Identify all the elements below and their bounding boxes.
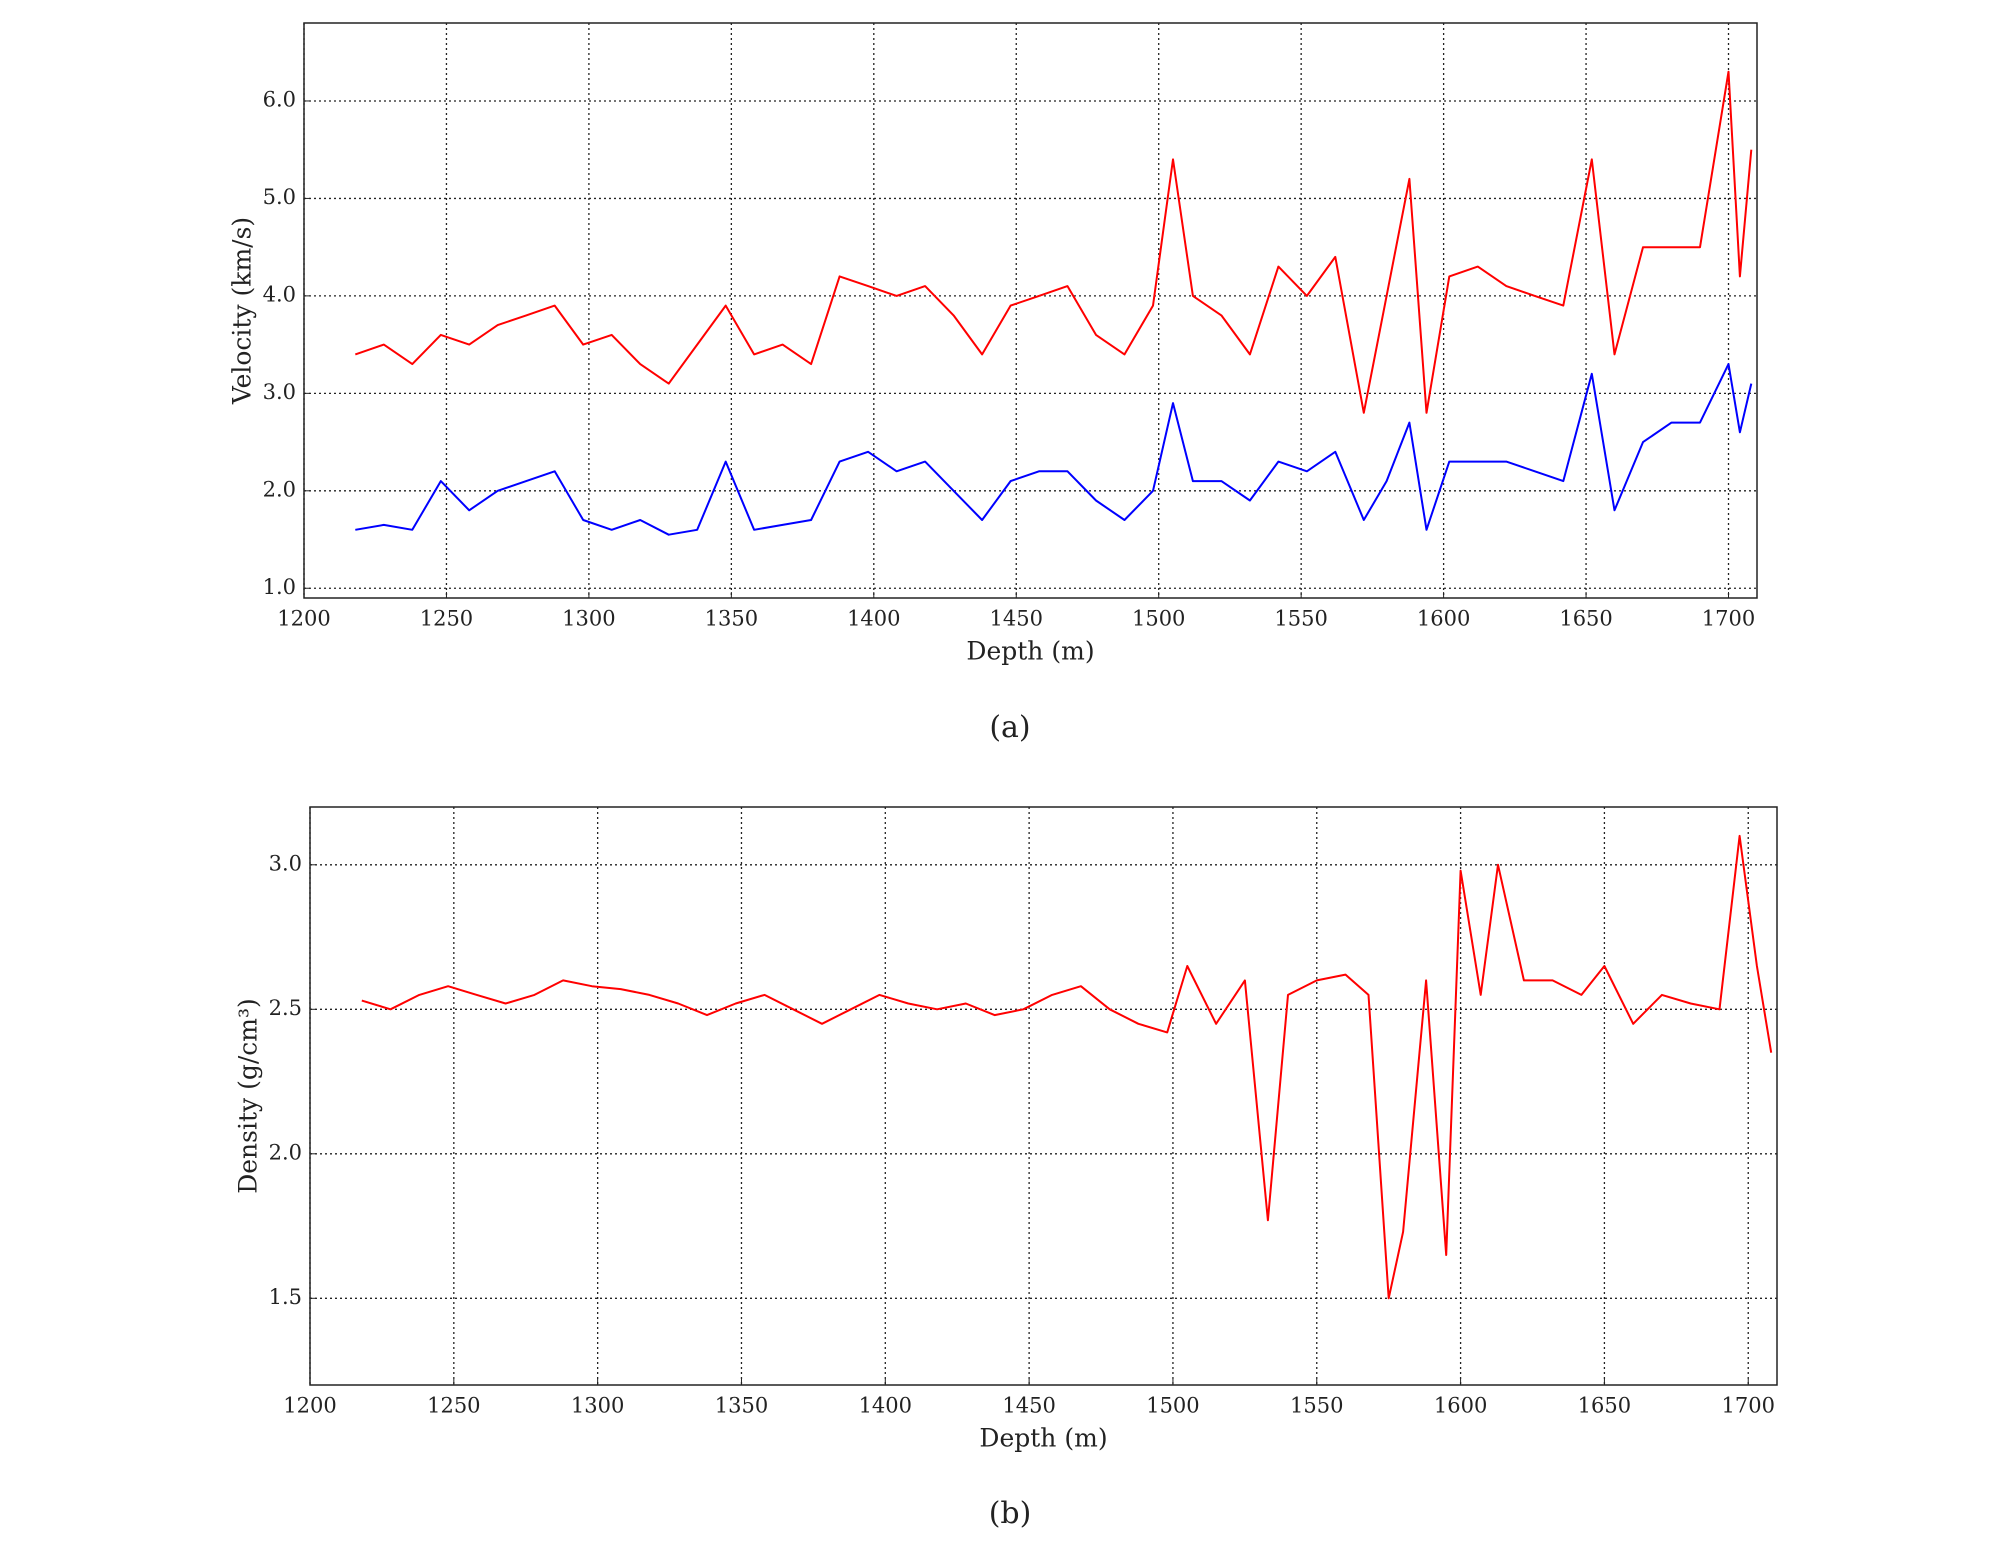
x-tick-label: 1500 bbox=[1132, 607, 1185, 631]
x-tick-label: 1600 bbox=[1434, 1394, 1487, 1418]
y-axis-label: Density (g/cm³) bbox=[234, 998, 263, 1194]
data-line bbox=[361, 834, 1773, 1300]
x-tick-label: 1500 bbox=[1146, 1394, 1199, 1418]
x-tick-label: 1200 bbox=[277, 607, 330, 631]
y-tick-label: 3.0 bbox=[269, 851, 302, 875]
data-line bbox=[355, 363, 1753, 536]
x-tick-label: 1250 bbox=[427, 1394, 480, 1418]
x-tick-label: 1250 bbox=[420, 607, 473, 631]
x-axis-label: Depth (m) bbox=[979, 1424, 1107, 1453]
y-tick-label: 3.0 bbox=[263, 380, 296, 404]
chart: 1200 1250 1300 1350 1400 1450 1500 1550 1600 1650… bbox=[234, 806, 1778, 1531]
caption: (a) bbox=[989, 710, 1030, 745]
plot-frame bbox=[309, 806, 1778, 1386]
x-axis-label: Depth (m) bbox=[966, 637, 1094, 666]
data-line bbox=[354, 70, 1753, 414]
x-tick-label: 1450 bbox=[990, 607, 1043, 631]
x-tick-label: 1400 bbox=[859, 1394, 912, 1418]
x-tick-label: 1450 bbox=[1002, 1394, 1055, 1418]
x-tick-label: 1650 bbox=[1578, 1394, 1631, 1418]
chart: 1200 1250 1300 1350 1400 1450 1500 1550 1600 1650… bbox=[228, 22, 1758, 745]
y-tick-label: 4.0 bbox=[263, 282, 296, 306]
x-tick-label: 1350 bbox=[705, 607, 758, 631]
x-tick-label: 1650 bbox=[1559, 607, 1612, 631]
y-tick-label: 5.0 bbox=[263, 185, 296, 209]
plot-frame bbox=[303, 22, 1758, 599]
y-tick-label: 6.0 bbox=[263, 87, 296, 111]
y-tick-label: 1.0 bbox=[263, 575, 296, 599]
x-tick-label: 1300 bbox=[571, 1394, 624, 1418]
y-axis-label: Velocity (km/s) bbox=[228, 217, 257, 405]
y-tick-label: 1.5 bbox=[269, 1285, 302, 1309]
x-tick-label: 1300 bbox=[562, 607, 615, 631]
y-tick-label: 2.0 bbox=[263, 477, 296, 501]
x-tick-label: 1550 bbox=[1274, 607, 1327, 631]
x-tick-label: 1600 bbox=[1417, 607, 1470, 631]
y-tick-label: 2.0 bbox=[269, 1140, 302, 1164]
y-tick-label: 2.5 bbox=[269, 996, 302, 1020]
caption: (b) bbox=[989, 1496, 1032, 1531]
x-tick-label: 1550 bbox=[1290, 1394, 1343, 1418]
x-tick-label: 1700 bbox=[1722, 1394, 1775, 1418]
x-tick-label: 1700 bbox=[1702, 607, 1755, 631]
x-tick-label: 1400 bbox=[847, 607, 900, 631]
x-tick-label: 1350 bbox=[715, 1394, 768, 1418]
x-tick-label: 1200 bbox=[283, 1394, 336, 1418]
